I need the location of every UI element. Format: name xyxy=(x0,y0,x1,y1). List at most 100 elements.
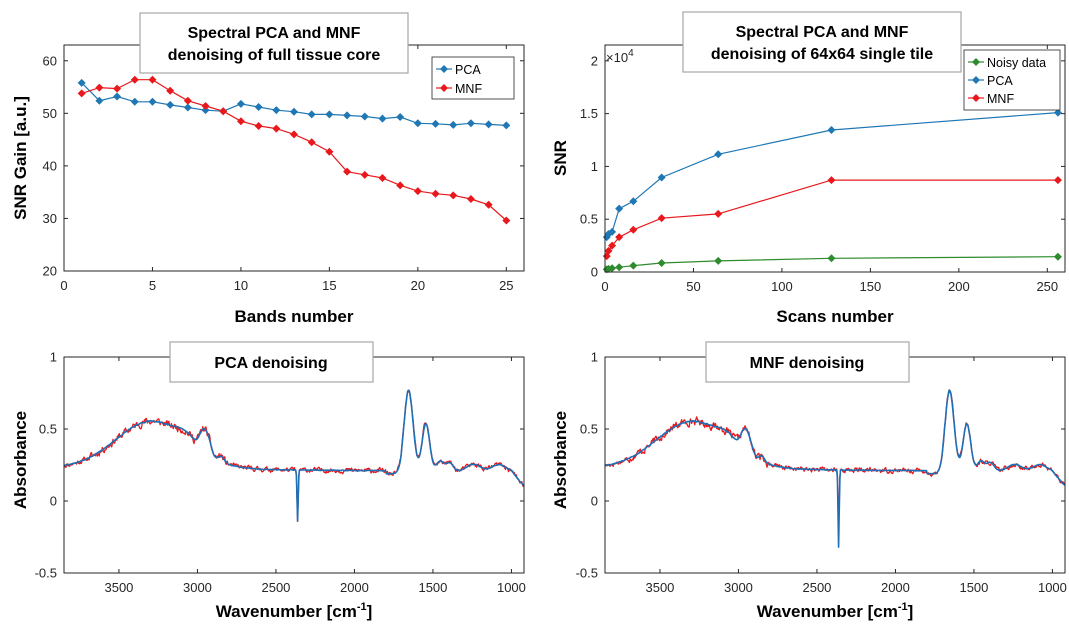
p0-data-point-mnf xyxy=(201,101,210,110)
p1-series-layer xyxy=(602,108,1062,274)
p1-legend-marker-pca xyxy=(972,76,980,84)
p3-title-frame xyxy=(705,341,910,383)
p1-legend: Noisy data PCA MNF xyxy=(963,49,1061,111)
p0-title-box: Spectral PCA and MNF denoising of full t… xyxy=(139,12,409,74)
p2-x-tick-label: 3500 xyxy=(104,580,133,595)
p1-title-line-1: Spectral PCA and MNF xyxy=(736,24,909,41)
p1-data-point-noisy-data xyxy=(629,261,638,270)
p0-legend-label-mnf: MNF xyxy=(455,82,482,96)
p0-data-point-mnf xyxy=(502,216,511,225)
p0-data-point-pca xyxy=(343,111,352,120)
p1-x-tick-label: 150 xyxy=(860,279,882,294)
p2-spectrum-line-denoised xyxy=(63,389,525,523)
p0-x-tick-label: 20 xyxy=(411,278,425,293)
p1-data-point-noisy-data xyxy=(657,259,666,268)
p3-spectrum-line-denoised xyxy=(604,389,1066,548)
p3-title-box: MNF denoising xyxy=(705,341,910,383)
p3-title-line-1: MNF denoising xyxy=(750,355,865,372)
p0-data-point-pca xyxy=(236,99,245,108)
p1-y-tick-label: 1 xyxy=(591,159,598,174)
p3-x-tick-label: 1500 xyxy=(959,580,988,595)
p1-data-point-pca xyxy=(608,227,617,236)
p3-y-axis-label: Absorbance xyxy=(551,411,570,509)
p0-y-tick-label: 50 xyxy=(43,106,57,121)
p0-data-point-mnf xyxy=(413,187,422,196)
p1-data-point-mnf xyxy=(657,214,666,223)
p0-series-layer xyxy=(77,75,511,225)
p1-title-box: Spectral PCA and MNF denoising of 64x64 … xyxy=(682,11,962,73)
p0-data-point-mnf xyxy=(325,147,334,156)
p3-y-tick-label: -0.5 xyxy=(576,566,598,581)
p1-series-line-mnf xyxy=(606,179,1058,257)
p2-title-frame xyxy=(169,341,374,383)
p1-data-point-mnf xyxy=(1053,176,1062,185)
p1-data-point-mnf xyxy=(827,176,836,185)
p0-data-point-mnf xyxy=(484,200,493,209)
p0-y-tick-label: 30 xyxy=(43,211,57,226)
p0-data-point-pca xyxy=(431,119,440,128)
p0-data-point-mnf xyxy=(431,189,440,198)
p1-legend-label-pca: PCA xyxy=(987,74,1013,88)
p1-legend-marker-mnf xyxy=(972,94,980,102)
p0-data-point-pca xyxy=(413,119,422,128)
p1-data-point-pca xyxy=(629,197,638,206)
p1-data-point-mnf xyxy=(604,246,613,255)
p0-data-point-mnf xyxy=(466,194,475,203)
panel-pca-denoising: 3500 3000 2500 2000 1500 1000 -0.5 0 0.5 1 Wavenu… xyxy=(11,341,526,621)
p1-y-tick-label: 0.5 xyxy=(580,212,598,227)
p0-legend-marker-mnf xyxy=(440,84,448,92)
p0-x-tick-label: 25 xyxy=(499,278,513,293)
p2-tick-layer: 3500 3000 2500 2000 1500 1000 -0.5 0 0.5 1 xyxy=(35,350,526,596)
p3-spectrum-line-noisy xyxy=(604,389,1066,525)
p0-y-axis-label: SNR Gain [a.u.] xyxy=(11,96,30,220)
p0-x-tick-label: 5 xyxy=(149,278,156,293)
p0-data-point-mnf xyxy=(236,117,245,126)
p0-series-line-mnf xyxy=(81,79,507,221)
p2-series-layer xyxy=(63,389,525,523)
p2-axes-frame xyxy=(63,356,525,574)
p1-tick-layer: 0 50 100 150 200 250 0 0.5 1 1.5 2 xyxy=(580,45,1065,294)
p0-data-point-pca xyxy=(254,103,263,112)
p1-x-axis-label: Scans number xyxy=(776,307,894,326)
p1-y-tick-label: 1.5 xyxy=(580,106,598,121)
p3-x-tick-label: 3500 xyxy=(645,580,674,595)
p3-series-layer xyxy=(604,389,1066,548)
p0-data-point-pca xyxy=(113,92,122,101)
p0-data-point-mnf xyxy=(290,130,298,139)
p0-legend-marker-pca xyxy=(440,65,448,73)
p3-axes-frame xyxy=(604,356,1066,574)
p1-data-point-pca xyxy=(615,204,624,213)
p2-y-axis-label: Absorbance xyxy=(11,411,30,509)
p1-data-point-mnf xyxy=(629,225,638,234)
p0-data-point-mnf xyxy=(254,121,263,130)
p1-data-point-pca xyxy=(714,150,723,159)
p2-x-axis-label: Wavenumber [cm-1] xyxy=(216,601,373,621)
p1-data-point-noisy-data xyxy=(615,263,624,272)
p0-data-point-mnf xyxy=(360,170,369,179)
p1-y-axis-label: SNR xyxy=(551,140,570,176)
p0-data-point-pca xyxy=(307,110,316,119)
p2-y-tick-label: 0 xyxy=(50,494,57,509)
p1-data-point-noisy-data xyxy=(714,256,723,265)
p1-data-point-pca xyxy=(1053,108,1062,117)
p0-data-point-mnf xyxy=(148,75,157,84)
p0-title-line-1: Spectral PCA and MNF xyxy=(188,25,361,42)
p2-x-tick-label: 1000 xyxy=(497,580,526,595)
p0-x-tick-label: 0 xyxy=(60,278,67,293)
p0-data-point-mnf xyxy=(219,107,228,116)
p0-data-point-pca xyxy=(378,114,387,123)
p0-data-point-pca xyxy=(77,78,86,87)
p2-y-tick-label: 1 xyxy=(50,350,57,365)
p1-x-tick-label: 100 xyxy=(771,279,793,294)
p0-x-axis-label: Bands number xyxy=(234,307,353,326)
panel-snr-scans: 0 50 100 150 200 250 0 0.5 1 1.5 2 ×104 Scans numb… xyxy=(551,11,1066,326)
p0-data-point-pca xyxy=(502,121,511,130)
p0-legend-label-pca: PCA xyxy=(455,63,481,77)
p0-data-point-mnf xyxy=(378,173,387,182)
p0-data-point-mnf xyxy=(396,181,405,190)
p0-data-point-pca xyxy=(95,96,104,105)
p1-data-point-pca xyxy=(827,125,836,134)
p0-data-point-pca xyxy=(484,120,493,129)
p1-data-point-mnf xyxy=(714,209,723,218)
p1-data-point-mnf xyxy=(608,241,617,250)
